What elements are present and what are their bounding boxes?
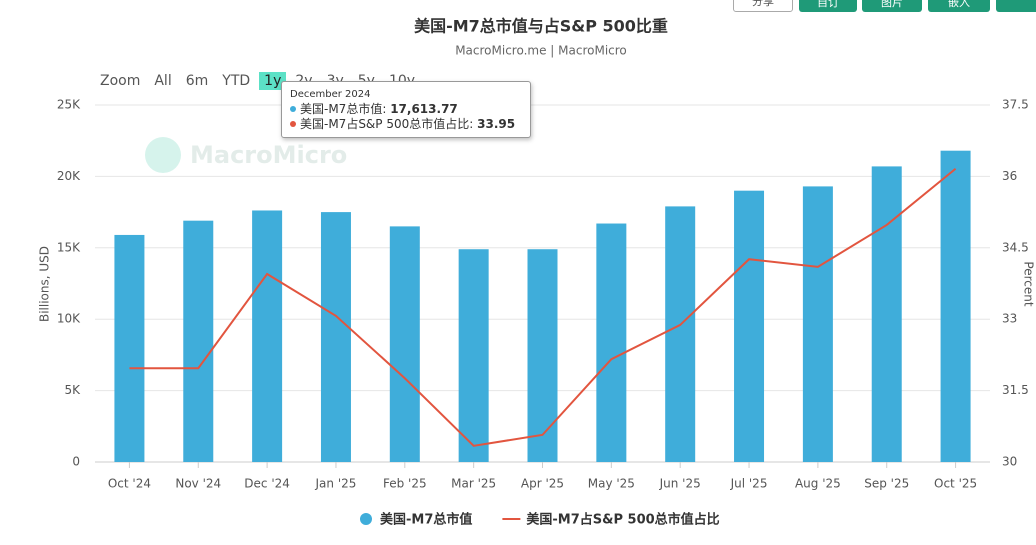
image-button[interactable]: 图片: [862, 0, 922, 12]
zoom-button[interactable]: 1y: [259, 72, 287, 90]
bar: [320, 212, 351, 462]
y2-axis-label: Percent: [1022, 261, 1036, 306]
y-tick-label: 15K: [57, 240, 81, 254]
x-tick-label: Aug '25: [795, 477, 841, 491]
y2-tick-label: 37.5: [1002, 98, 1029, 112]
y-tick-label: 10K: [57, 312, 81, 326]
x-tick-label: May '25: [588, 477, 635, 491]
y-tick-label: 25K: [57, 98, 81, 112]
y-tick-label: 0: [72, 455, 80, 469]
x-tick-label: Sep '25: [864, 477, 909, 491]
x-tick-label: Oct '24: [108, 477, 151, 491]
share-button[interactable]: 分享: [733, 0, 793, 12]
bar: [665, 206, 696, 462]
bar: [871, 166, 902, 463]
x-tick-label: Jul '25: [730, 477, 768, 491]
y2-tick-label: 31.5: [1002, 383, 1029, 397]
embed-button[interactable]: 嵌入: [928, 0, 990, 12]
tooltip-dot: [290, 106, 296, 112]
tooltip: December 2024 美国-M7总市值: 17,613.77 美国-M7占…: [281, 81, 531, 138]
x-tick-label: Oct '25: [934, 477, 977, 491]
x-tick-label: Jun '25: [659, 477, 701, 491]
tooltip-value: 33.95: [477, 117, 516, 131]
y2-tick-label: 36: [1002, 169, 1017, 183]
tooltip-title: December 2024: [290, 89, 371, 100]
bar: [734, 190, 765, 462]
watermark-logo: [145, 137, 181, 173]
tooltip-row: 美国-M7占S&P 500总市值占比: 33.95: [290, 117, 522, 132]
bar: [389, 226, 420, 462]
zoom-button[interactable]: 6m: [185, 73, 209, 89]
tooltip-value: 17,613.77: [390, 102, 458, 116]
x-tick-label: Mar '25: [451, 477, 496, 491]
y2-tick-label: 30: [1002, 455, 1017, 469]
zoom-button[interactable]: All: [154, 73, 172, 89]
legend-label: 美国-M7占S&P 500总市值占比: [526, 512, 719, 528]
chart-title: 美国-M7总市值与占S&P 500比重: [414, 17, 668, 36]
bar: [458, 249, 489, 462]
y2-tick-label: 33: [1002, 312, 1017, 326]
bar: [940, 150, 971, 463]
zoom-label: Zoom: [100, 73, 141, 89]
bar: [114, 234, 145, 462]
y-tick-label: 5K: [64, 383, 81, 397]
tooltip-dot: [290, 121, 296, 127]
line: [129, 168, 957, 447]
chart-subtitle: MacroMicro.me | MacroMicro: [455, 44, 627, 58]
tooltip-label: 美国-M7总市值:: [300, 102, 387, 116]
bar: [252, 210, 283, 462]
y-tick-label: 20K: [57, 169, 81, 183]
bar: [596, 223, 627, 462]
zoom-button[interactable]: YTD: [222, 73, 251, 89]
tooltip-row: 美国-M7总市值: 17,613.77: [290, 102, 522, 117]
y2-tick-label: 34.5: [1002, 240, 1029, 254]
tooltip-label: 美国-M7占S&P 500总市值占比:: [300, 117, 474, 131]
x-tick-label: Dec '24: [244, 477, 290, 491]
x-tick-label: Jan '25: [315, 477, 357, 491]
y-axis-label: Billions, USD: [38, 246, 52, 322]
watermark: MacroMicro: [190, 141, 347, 169]
legend-label: 美国-M7总市值: [380, 512, 472, 528]
custom-button[interactable]: 自订: [799, 0, 857, 12]
x-tick-label: Feb '25: [383, 477, 427, 491]
expand-button[interactable]: .: [996, 0, 1036, 12]
bar: [527, 249, 558, 462]
bar: [802, 186, 833, 462]
bar: [183, 220, 214, 462]
legend-swatch: [360, 513, 372, 525]
x-tick-label: Nov '24: [175, 477, 221, 491]
x-tick-label: Apr '25: [521, 477, 564, 491]
